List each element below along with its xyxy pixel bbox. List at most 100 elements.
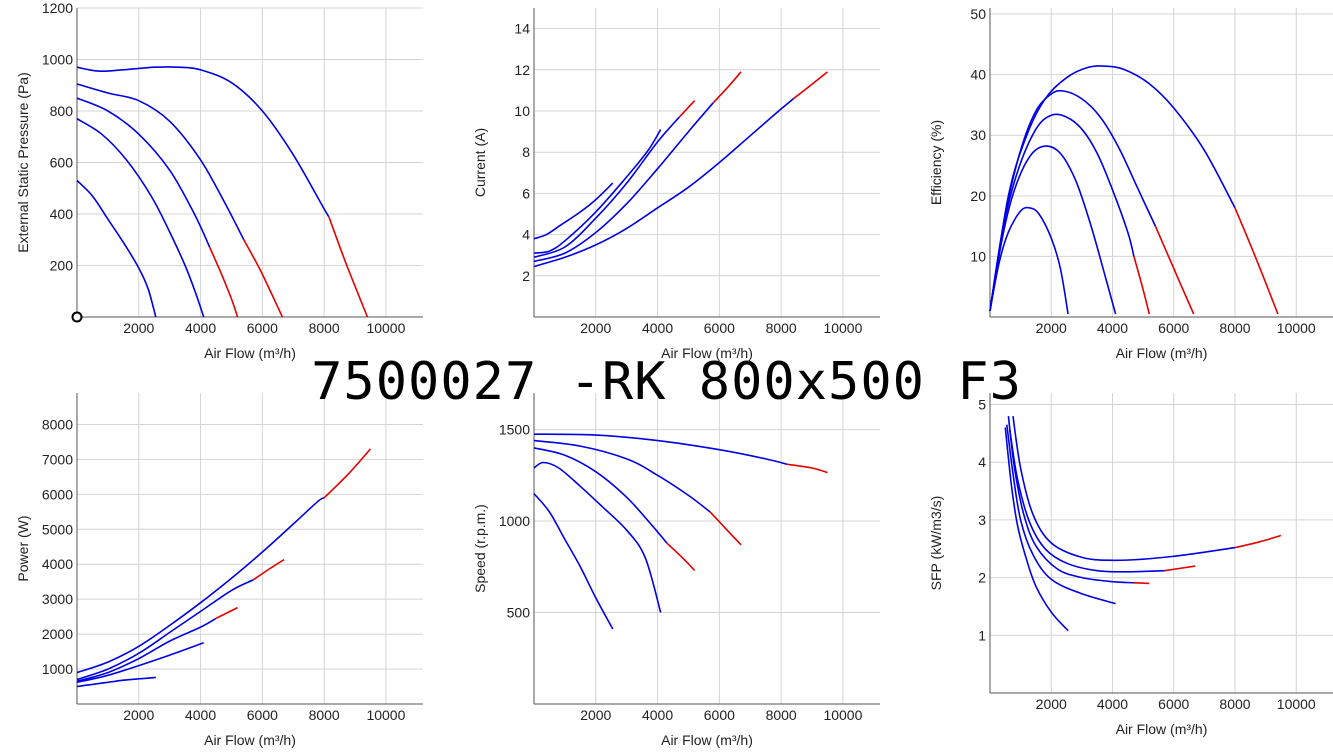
y-tick-label: 400	[50, 206, 74, 222]
series-line-5	[76, 66, 330, 218]
y-tick-label: 4	[522, 227, 530, 243]
series-line-1	[989, 206, 1069, 315]
y-tick-label: 500	[507, 605, 531, 621]
series-overload-4	[712, 71, 742, 104]
x-tick-label: 2000	[1036, 696, 1067, 712]
y-tick-label: 200	[50, 258, 74, 274]
y-tick-label: 4000	[42, 556, 73, 572]
series-line-3	[533, 116, 680, 259]
series-line-2	[76, 642, 204, 684]
series-line-5	[989, 65, 1236, 312]
y-tick-label: 1000	[42, 52, 73, 68]
y-tick-label: 2000	[42, 626, 73, 642]
chart-power: 2000 4000 6000 8000 10000 1000 2000 3000 4000 500…	[15, 393, 423, 748]
series-line-2	[76, 118, 205, 318]
y-tick-label: 2	[522, 268, 530, 284]
y-tick-label: 7000	[42, 451, 73, 467]
y-tick-label: 10	[514, 103, 530, 119]
series-overload-4	[1164, 565, 1196, 572]
y-tick-label: 5000	[42, 521, 73, 537]
series-line-4	[1009, 430, 1165, 573]
series-line-5	[76, 497, 325, 674]
series-overload-3	[1133, 582, 1150, 585]
y-axis-label: Power (W)	[15, 515, 31, 581]
series-line-2	[989, 145, 1117, 315]
x-tick-label: 6000	[704, 707, 735, 723]
series-overload-4	[243, 239, 284, 318]
series-line-4	[533, 102, 714, 263]
x-tick-label: 6000	[247, 707, 278, 723]
y-axis-label: Efficiency (%)	[928, 120, 944, 205]
y-tick-label: 1000	[42, 661, 73, 677]
series-line-2	[533, 461, 662, 613]
series-line-4	[76, 83, 245, 241]
x-axis-label: Air Flow (m³/h)	[204, 345, 296, 361]
x-tick-label: 10000	[1277, 696, 1316, 712]
series-line-4	[76, 579, 254, 681]
series-line-4	[533, 439, 711, 513]
series-line-3	[1007, 416, 1134, 584]
y-tick-label: 3000	[42, 591, 73, 607]
series-line-3	[989, 113, 1135, 312]
x-axis-label: Air Flow (m³/h)	[1116, 345, 1208, 361]
y-tick-label: 800	[50, 103, 74, 119]
series-line-3	[76, 617, 217, 683]
y-tick-label: 50	[970, 6, 986, 22]
chart-title: 7500027 -RK 800x500 F3	[311, 352, 1022, 412]
series-line-4	[989, 89, 1157, 312]
series-overload-3	[1133, 256, 1151, 315]
x-tick-label: 8000	[309, 707, 340, 723]
y-axis-label: SFP (kW/m3/s)	[928, 496, 944, 591]
series-line-1	[533, 493, 614, 630]
y-tick-label: 600	[50, 155, 74, 171]
series-line-5	[1012, 415, 1236, 562]
chart-sfp: 2000 4000 6000 8000 10000 1 2 3 4 5 Air Flow (m³/h…	[928, 393, 1333, 737]
series-overload-5	[323, 448, 372, 499]
x-tick-label: 4000	[1097, 320, 1128, 336]
x-tick-label: 2000	[580, 320, 611, 336]
y-tick-label: 6	[522, 185, 530, 201]
x-tick-label: 4000	[185, 320, 216, 336]
y-tick-label: 14	[514, 21, 530, 37]
series-line-2	[1006, 424, 1116, 605]
series-overload-4	[1154, 225, 1195, 315]
y-axis-label: Speed (r.p.m.)	[472, 504, 488, 593]
y-axis-label: Current (A)	[472, 128, 488, 197]
series-overload-4	[252, 559, 285, 581]
y-tick-label: 5	[978, 397, 986, 413]
x-tick-label: 2000	[123, 320, 154, 336]
x-tick-label: 2000	[123, 707, 154, 723]
series-overload-5	[793, 71, 828, 100]
series-line-1	[533, 182, 614, 240]
x-tick-label: 4000	[642, 707, 673, 723]
x-tick-label: 10000	[366, 707, 405, 723]
series-overload-5	[328, 216, 369, 318]
y-tick-label: 1000	[499, 513, 530, 529]
x-tick-label: 6000	[704, 320, 735, 336]
series-line-1	[76, 676, 156, 688]
chart-current: 2000 4000 6000 8000 10000 2 4 6 8 10 12 14 Air Flow …	[472, 8, 880, 361]
series-line-1	[76, 179, 157, 318]
series-overload-5	[787, 463, 828, 474]
x-tick-label: 6000	[247, 320, 278, 336]
x-tick-label: 10000	[823, 707, 862, 723]
x-tick-label: 6000	[1158, 696, 1189, 712]
series-line-5	[533, 433, 788, 466]
series-line-5	[533, 97, 795, 268]
y-tick-label: 8	[522, 144, 530, 160]
chart-pressure: 2000 4000 6000 8000 10000 200 400 600 800 1000 120…	[15, 0, 423, 361]
y-tick-label: 20	[970, 188, 986, 204]
series-overload-3	[678, 100, 696, 118]
origin-marker	[71, 311, 83, 323]
x-tick-label: 4000	[1097, 696, 1128, 712]
y-axis-label: External Static Pressure (Pa)	[15, 72, 31, 253]
x-tick-label: 2000	[1036, 320, 1067, 336]
x-tick-label: 8000	[766, 320, 797, 336]
y-tick-label: 40	[970, 67, 986, 83]
y-tick-label: 1200	[42, 0, 73, 16]
chart-speed: 2000 4000 6000 8000 10000 500 1000 1500 Air Flow…	[472, 393, 880, 748]
chart-efficiency: 2000 4000 6000 8000 10000 10 20 30 40 50 Air Flow …	[928, 6, 1333, 361]
x-tick-label: 8000	[309, 320, 340, 336]
y-tick-label: 6000	[42, 486, 73, 502]
